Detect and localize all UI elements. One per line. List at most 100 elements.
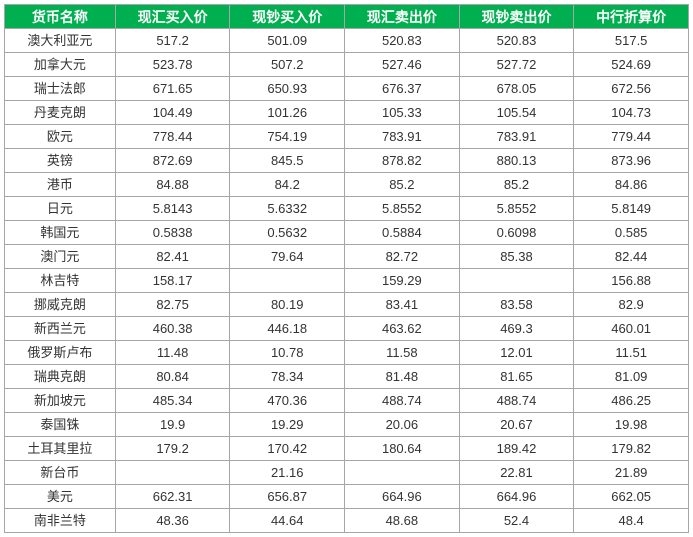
currency-name-cell: 南非兰特	[5, 509, 116, 533]
rate-cell: 85.2	[459, 173, 574, 197]
currency-name-cell: 土耳其里拉	[5, 437, 116, 461]
rate-cell: 678.05	[459, 77, 574, 101]
rate-cell: 523.78	[115, 53, 230, 77]
rate-cell	[459, 269, 574, 293]
column-header-4: 现钞卖出价	[459, 5, 574, 29]
currency-name-cell: 泰国铢	[5, 413, 116, 437]
table-row: 美元662.31656.87664.96664.96662.05	[5, 485, 689, 509]
table-row: 新台币21.1622.8121.89	[5, 461, 689, 485]
rate-cell: 845.5	[230, 149, 345, 173]
rate-cell: 189.42	[459, 437, 574, 461]
table-row: 林吉特158.17159.29156.88	[5, 269, 689, 293]
table-row: 瑞士法郎671.65650.93676.37678.05672.56	[5, 77, 689, 101]
rate-cell: 488.74	[459, 389, 574, 413]
rate-cell: 5.8143	[115, 197, 230, 221]
currency-name-cell: 新加坡元	[5, 389, 116, 413]
currency-name-cell: 俄罗斯卢布	[5, 341, 116, 365]
rate-cell: 21.16	[230, 461, 345, 485]
table-row: 泰国铢19.919.2920.0620.6719.98	[5, 413, 689, 437]
rate-cell: 671.65	[115, 77, 230, 101]
table-row: 澳大利亚元517.2501.09520.83520.83517.5	[5, 29, 689, 53]
rate-cell: 878.82	[345, 149, 460, 173]
currency-name-cell: 韩国元	[5, 221, 116, 245]
exchange-rate-table: 货币名称现汇买入价现钞买入价现汇卖出价现钞卖出价中行折算价 澳大利亚元517.2…	[4, 4, 689, 533]
rate-cell: 783.91	[345, 125, 460, 149]
rate-cell: 19.98	[574, 413, 689, 437]
rate-cell: 82.75	[115, 293, 230, 317]
currency-name-cell: 新西兰元	[5, 317, 116, 341]
column-header-5: 中行折算价	[574, 5, 689, 29]
rate-cell: 105.54	[459, 101, 574, 125]
rate-cell: 48.36	[115, 509, 230, 533]
currency-name-cell: 澳门元	[5, 245, 116, 269]
currency-name-cell: 瑞士法郎	[5, 77, 116, 101]
table-row: 澳门元82.4179.6482.7285.3882.44	[5, 245, 689, 269]
column-header-3: 现汇卖出价	[345, 5, 460, 29]
rate-cell: 11.48	[115, 341, 230, 365]
rate-cell: 52.4	[459, 509, 574, 533]
rate-cell: 104.73	[574, 101, 689, 125]
rate-cell: 0.6098	[459, 221, 574, 245]
rate-cell: 85.38	[459, 245, 574, 269]
rate-cell: 82.41	[115, 245, 230, 269]
table-row: 新西兰元460.38446.18463.62469.3460.01	[5, 317, 689, 341]
rate-cell: 460.01	[574, 317, 689, 341]
table-row: 新加坡元485.34470.36488.74488.74486.25	[5, 389, 689, 413]
rate-cell: 783.91	[459, 125, 574, 149]
rate-cell: 80.19	[230, 293, 345, 317]
rate-cell: 179.2	[115, 437, 230, 461]
rate-cell: 84.2	[230, 173, 345, 197]
rate-cell: 664.96	[459, 485, 574, 509]
rate-cell: 754.19	[230, 125, 345, 149]
currency-name-cell: 挪威克朗	[5, 293, 116, 317]
table-row: 韩国元0.58380.56320.58840.60980.585	[5, 221, 689, 245]
rate-cell: 159.29	[345, 269, 460, 293]
rate-cell	[345, 461, 460, 485]
rate-cell: 650.93	[230, 77, 345, 101]
rate-cell: 179.82	[574, 437, 689, 461]
rate-cell: 0.5632	[230, 221, 345, 245]
currency-name-cell: 欧元	[5, 125, 116, 149]
rate-cell: 662.31	[115, 485, 230, 509]
rate-cell: 488.74	[345, 389, 460, 413]
rate-cell: 470.36	[230, 389, 345, 413]
rate-cell: 873.96	[574, 149, 689, 173]
currency-name-cell: 丹麦克朗	[5, 101, 116, 125]
table-body: 澳大利亚元517.2501.09520.83520.83517.5加拿大元523…	[5, 29, 689, 533]
rate-cell	[115, 461, 230, 485]
rate-cell	[230, 269, 345, 293]
rate-cell: 78.34	[230, 365, 345, 389]
rate-cell: 12.01	[459, 341, 574, 365]
rate-cell: 5.8149	[574, 197, 689, 221]
rate-cell: 524.69	[574, 53, 689, 77]
currency-name-cell: 林吉特	[5, 269, 116, 293]
table-row: 瑞典克朗80.8478.3481.4881.6581.09	[5, 365, 689, 389]
table-row: 土耳其里拉179.2170.42180.64189.42179.82	[5, 437, 689, 461]
table-row: 挪威克朗82.7580.1983.4183.5882.9	[5, 293, 689, 317]
rate-cell: 80.84	[115, 365, 230, 389]
currency-name-cell: 新台币	[5, 461, 116, 485]
rate-cell: 84.86	[574, 173, 689, 197]
table-header: 货币名称现汇买入价现钞买入价现汇卖出价现钞卖出价中行折算价	[5, 5, 689, 29]
rate-cell: 11.51	[574, 341, 689, 365]
rate-cell: 501.09	[230, 29, 345, 53]
rate-cell: 81.65	[459, 365, 574, 389]
rate-cell: 19.9	[115, 413, 230, 437]
rate-cell: 664.96	[345, 485, 460, 509]
rate-cell: 0.585	[574, 221, 689, 245]
currency-name-cell: 澳大利亚元	[5, 29, 116, 53]
rate-cell: 676.37	[345, 77, 460, 101]
rate-cell: 22.81	[459, 461, 574, 485]
table-row: 俄罗斯卢布11.4810.7811.5812.0111.51	[5, 341, 689, 365]
rate-cell: 48.4	[574, 509, 689, 533]
rate-cell: 880.13	[459, 149, 574, 173]
currency-name-cell: 港币	[5, 173, 116, 197]
rate-cell: 20.67	[459, 413, 574, 437]
rate-cell: 156.88	[574, 269, 689, 293]
rate-cell: 520.83	[459, 29, 574, 53]
rate-cell: 20.06	[345, 413, 460, 437]
rate-cell: 83.41	[345, 293, 460, 317]
rate-cell: 520.83	[345, 29, 460, 53]
table-row: 英镑872.69845.5878.82880.13873.96	[5, 149, 689, 173]
rate-cell: 10.78	[230, 341, 345, 365]
